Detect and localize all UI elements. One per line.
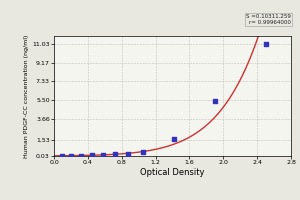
X-axis label: Optical Density: Optical Density — [140, 168, 205, 177]
Y-axis label: Human PDGF-CC concentration (ng/ml): Human PDGF-CC concentration (ng/ml) — [24, 34, 29, 158]
Point — [140, 151, 145, 154]
Point — [263, 42, 268, 45]
Point — [112, 153, 117, 156]
Point — [68, 154, 73, 157]
Point — [212, 99, 217, 102]
Point — [60, 154, 65, 157]
Point — [101, 153, 106, 157]
Point — [90, 154, 94, 157]
Point — [172, 138, 177, 141]
Text: S =0.10311.259
r= 0.99964000: S =0.10311.259 r= 0.99964000 — [246, 14, 291, 25]
Point — [126, 152, 131, 155]
Point — [79, 154, 83, 157]
